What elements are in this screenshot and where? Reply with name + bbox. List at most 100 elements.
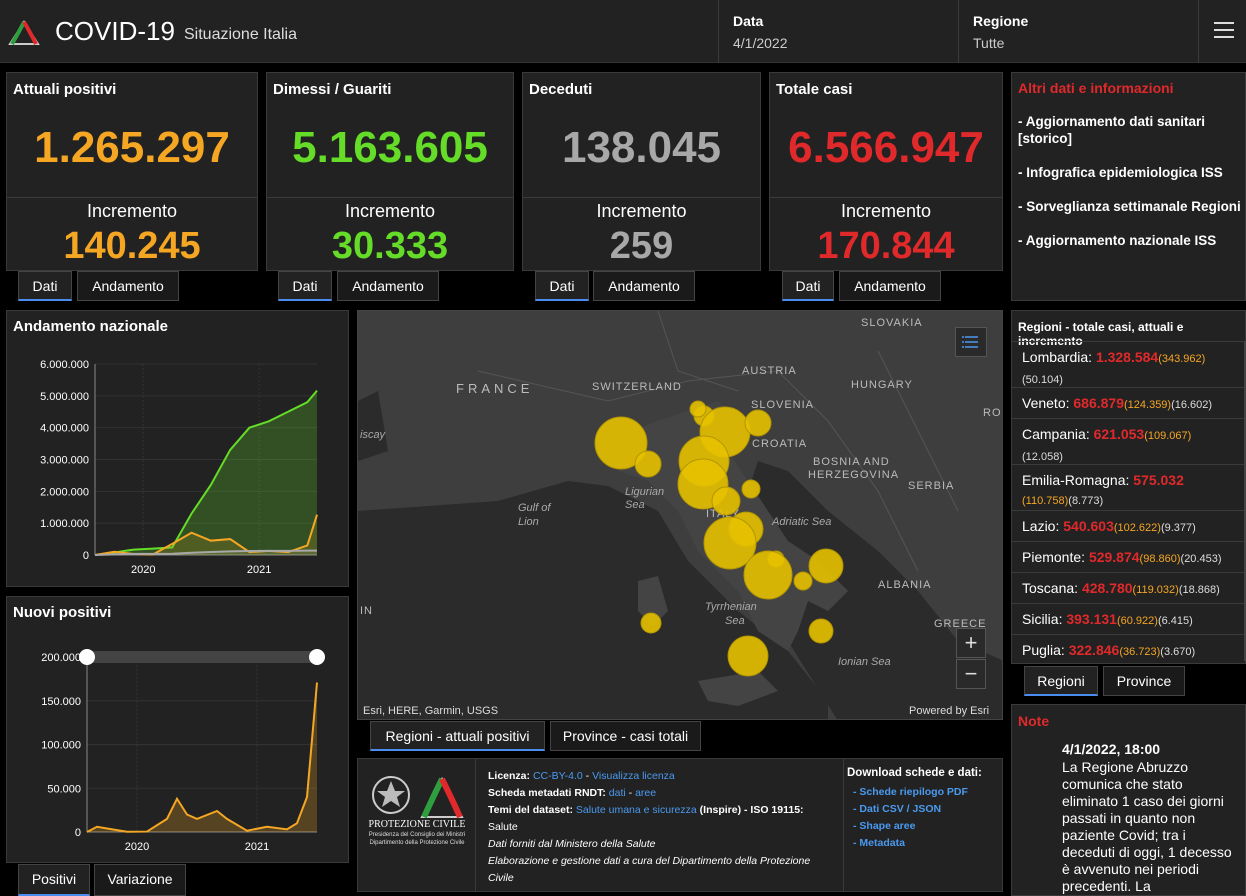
y-tick-label: 4.000.000 xyxy=(40,423,89,435)
temi-link[interactable]: Salute umana e sicurezza xyxy=(575,804,697,816)
map-powered-by[interactable]: Powered by Esri xyxy=(909,705,990,717)
note-date: 4/1/2022, 18:00 xyxy=(1062,741,1161,757)
download-metadata-link[interactable]: - Metadata xyxy=(853,837,905,849)
y-tick-label: 6.000.000 xyxy=(40,359,89,371)
y-tick-label: 3.000.000 xyxy=(40,455,89,467)
map-label-albania: ALBANIA xyxy=(878,579,932,591)
link-aggiornamento-dati[interactable]: - Aggiornamento dati sanitari [storico] xyxy=(1018,114,1206,146)
scrollbar[interactable] xyxy=(1244,341,1246,661)
card-value: 138.045 xyxy=(561,123,722,172)
link-infografica-iss[interactable]: - Infografica epidemiologica ISS xyxy=(1018,165,1223,180)
list-item[interactable]: Veneto: 686.879(124.359)(16.602) xyxy=(1012,387,1244,421)
tab-andamento-totale[interactable]: Andamento xyxy=(839,271,941,301)
metadata-aree-link[interactable]: aree xyxy=(635,787,657,799)
bubble-campania xyxy=(743,550,793,600)
date-selector[interactable]: 4/1/2022 xyxy=(733,35,788,51)
series-line xyxy=(94,549,318,556)
tab-dati-deceduti[interactable]: Dati xyxy=(535,271,589,301)
list-item[interactable]: Puglia: 322.846(36.723)(3.670) xyxy=(1012,634,1244,668)
list-item[interactable]: Emilia-Romagna: 575.032 (110.758)(8.773) xyxy=(1012,464,1244,517)
map-label-slovakia: SLOVAKIA xyxy=(861,317,923,329)
chart-nuovi-positivi: Nuovi positivi 0 50.000 100.000 150.000 200.… xyxy=(6,596,349,863)
list-item[interactable]: Lazio: 540.603(102.622)(9.377) xyxy=(1012,510,1244,544)
bubble-marche xyxy=(741,479,761,499)
link-aggiornamento-nazionale[interactable]: - Aggiornamento nazionale ISS xyxy=(1018,233,1217,248)
tab-positivi[interactable]: Positivi xyxy=(18,864,90,896)
zoom-in-button[interactable]: + xyxy=(956,628,986,658)
metadata-dati-link[interactable]: dati xyxy=(608,787,626,799)
card-increment-value: 259 xyxy=(609,225,674,267)
download-title: Download schede e dati: xyxy=(847,767,982,779)
info-panel: Altri dati e informazioni - Aggiornament… xyxy=(1011,72,1246,301)
zoom-out-button[interactable]: − xyxy=(956,659,986,689)
range-slider xyxy=(87,651,317,663)
y-tick-label: 5.000.000 xyxy=(40,391,89,403)
map-label-ligurian-sea: Sea xyxy=(625,499,645,511)
map-label-tyrrhenian: Tyrrhenian xyxy=(705,601,757,613)
y-tick-label: 0 xyxy=(75,827,81,839)
emblem-icon xyxy=(372,776,464,819)
tab-variazione[interactable]: Variazione xyxy=(94,864,186,896)
map-bubbles xyxy=(594,400,844,677)
download-pdf-link[interactable]: - Schede riepilogo PDF xyxy=(853,786,968,798)
chart-area: 0 50.000 100.000 150.000 200.000 2020 2021 xyxy=(41,649,325,853)
card-increment-label: Incremento xyxy=(840,201,932,221)
note-title: Note xyxy=(1018,713,1050,729)
map-attribution: Esri, HERE, Garmin, USGS xyxy=(363,705,499,717)
hamburger-menu-icon[interactable] xyxy=(1214,22,1234,38)
tab-regioni-attuali[interactable]: Regioni - attuali positivi xyxy=(370,721,545,751)
card-title: Deceduti xyxy=(529,81,593,98)
list-item[interactable]: Campania: 621.053(109.067) (12.058) xyxy=(1012,418,1244,473)
download-csv-link[interactable]: - Dati CSV / JSON xyxy=(853,803,942,815)
chart-andamento-nazionale: Andamento nazionale 0 1.000.000 2.000.000 3… xyxy=(6,310,349,587)
x-tick-label: 2021 xyxy=(247,564,271,576)
card-increment-label: Incremento xyxy=(344,201,436,221)
logo-text: PROTEZIONE CIVILE xyxy=(368,819,466,830)
tab-regioni[interactable]: Regioni xyxy=(1024,666,1098,696)
map-label-ligurian: Ligurian xyxy=(625,486,665,498)
map-label-austria: AUSTRIA xyxy=(742,365,797,377)
y-tick-label: 200.000 xyxy=(41,652,81,664)
map-label-slovenia: SLOVENIA xyxy=(751,399,815,411)
legend-toggle-button[interactable] xyxy=(955,327,987,357)
map-label-france: FRANCE xyxy=(456,381,534,396)
view-license-link[interactable]: Visualizza licenza xyxy=(592,770,675,782)
list-item[interactable]: Lombardia: 1.328.584(343.962) (50.104) xyxy=(1012,341,1244,396)
app-subtitle: Situazione Italia xyxy=(184,26,297,43)
bubble-puglia xyxy=(808,548,844,584)
tab-dati-guariti[interactable]: Dati xyxy=(278,271,332,301)
list-item[interactable]: Toscana: 428.780(119.032)(18.868) xyxy=(1012,572,1244,606)
tab-andamento-attuali[interactable]: Andamento xyxy=(77,271,179,301)
slider-handle-left xyxy=(79,649,95,665)
download-shape-link[interactable]: - Shape aree xyxy=(853,820,916,832)
map-view[interactable]: FRANCE SWITZERLAND AUSTRIA SLOVENIA CROA… xyxy=(357,310,1003,720)
tab-dati-attuali[interactable]: Dati xyxy=(18,271,72,301)
card-attuali-positivi: Attuali positivi 1.265.297 Incremento 14… xyxy=(6,72,258,271)
tab-dati-totale[interactable]: Dati xyxy=(782,271,834,301)
map-label-gulf-of: Gulf of xyxy=(518,502,551,514)
card-deceduti: Deceduti 138.045 Incremento 259 xyxy=(522,72,761,271)
tab-andamento-deceduti[interactable]: Andamento xyxy=(593,271,695,301)
bubble-sicilia xyxy=(727,635,769,677)
region-selector[interactable]: Tutte xyxy=(973,35,1005,51)
map-label-ro: RO xyxy=(983,407,1002,419)
card-increment-label: Incremento xyxy=(86,201,178,221)
y-tick-label: 1.000.000 xyxy=(40,518,89,530)
link-sorveglianza-regioni[interactable]: - Sorveglianza settimanale Regioni xyxy=(1018,199,1241,214)
map-label-bosnia: BOSNIA AND xyxy=(813,456,890,468)
card-increment-value: 170.844 xyxy=(817,225,955,267)
y-tick-label: 50.000 xyxy=(47,783,81,795)
tab-province-casi[interactable]: Province - casi totali xyxy=(550,721,701,751)
list-item[interactable]: Sicilia: 393.131(60.922)(6.415) xyxy=(1012,603,1244,637)
series-area xyxy=(95,390,317,555)
series-area xyxy=(87,682,317,832)
regions-panel: Regioni - totale casi, attuali e increme… xyxy=(1011,310,1246,664)
card-totale-casi: Totale casi 6.566.947 Incremento 170.844 xyxy=(769,72,1003,271)
tab-andamento-guariti[interactable]: Andamento xyxy=(337,271,439,301)
tab-province[interactable]: Province xyxy=(1103,666,1185,696)
license-link[interactable]: CC-BY-4.0 xyxy=(532,770,583,782)
list-icon xyxy=(962,336,978,348)
card-increment-label: Incremento xyxy=(596,201,687,221)
card-value: 1.265.297 xyxy=(34,123,230,172)
list-item[interactable]: Piemonte: 529.874(98.860)(20.453) xyxy=(1012,541,1244,575)
